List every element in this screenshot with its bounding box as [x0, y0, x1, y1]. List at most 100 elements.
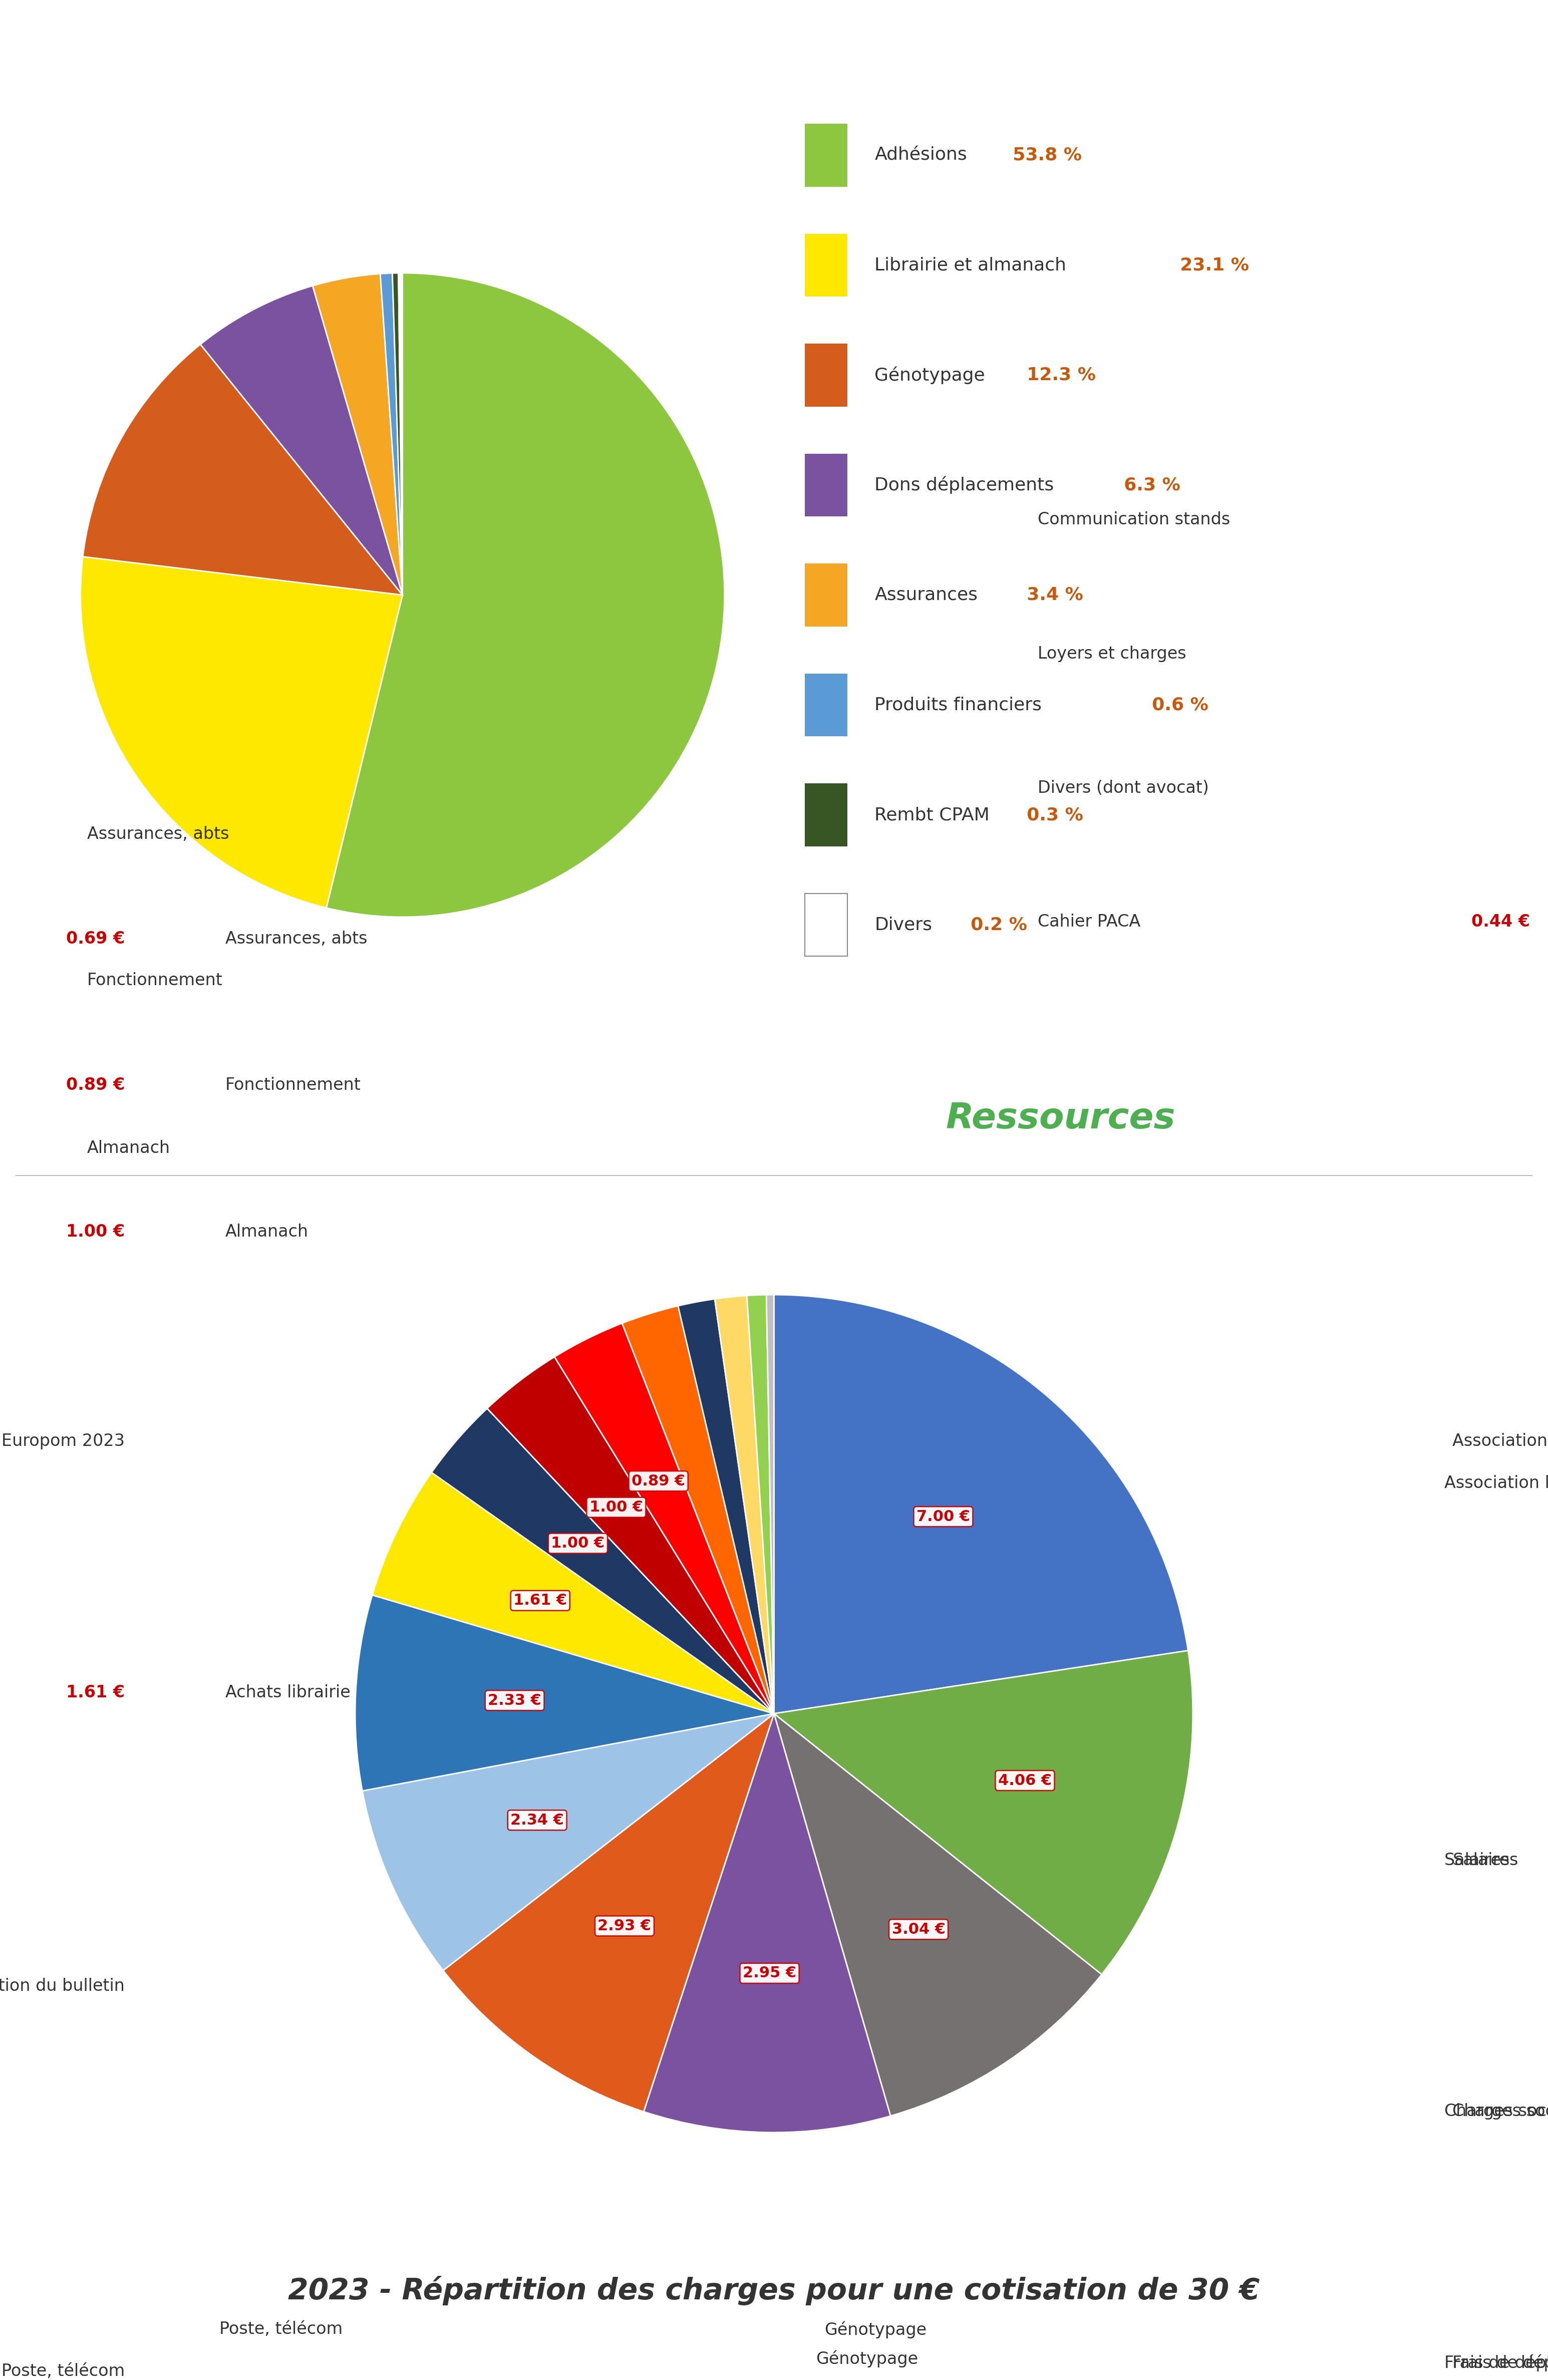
Text: Génotypage: Génotypage — [824, 2320, 927, 2337]
Text: 0.2 %: 0.2 % — [958, 916, 1028, 933]
Wedge shape — [327, 274, 724, 916]
Bar — [805, 455, 848, 516]
Bar — [15, 952, 67, 1009]
Text: 1.00 €: 1.00 € — [590, 1499, 642, 1514]
Wedge shape — [622, 1307, 774, 1714]
Text: 1.00 €: 1.00 € — [551, 1535, 605, 1552]
Wedge shape — [362, 1714, 774, 1971]
Text: 2.95 €: 2.95 € — [743, 1966, 796, 1980]
Text: Europom 2023: Europom 2023 — [2, 1433, 125, 1449]
Text: Dons déplacements: Dons déplacements — [875, 476, 1054, 495]
Bar — [963, 490, 1012, 550]
Text: 23.1 %: 23.1 % — [1167, 257, 1249, 274]
Text: 0.89 €: 0.89 € — [67, 1078, 125, 1092]
Bar — [167, 2332, 217, 2380]
Wedge shape — [774, 1652, 1194, 1975]
Wedge shape — [432, 1409, 774, 1714]
Bar — [805, 892, 848, 957]
Bar — [805, 564, 848, 626]
Text: 4.06 €: 4.06 € — [998, 1773, 1051, 1787]
Wedge shape — [354, 1595, 774, 1790]
Text: Poste, télécom: Poste, télécom — [220, 2320, 342, 2337]
Wedge shape — [398, 274, 402, 595]
Text: Ressources: Ressources — [946, 1102, 1175, 1135]
Wedge shape — [774, 1295, 1187, 1714]
Wedge shape — [715, 1295, 774, 1714]
Text: 0.6 %: 0.6 % — [1139, 697, 1209, 714]
Wedge shape — [678, 1299, 774, 1714]
Text: 53.8 %: 53.8 % — [1000, 148, 1082, 164]
Text: Salaires: Salaires — [1444, 1852, 1509, 1868]
Text: 0.3 %: 0.3 % — [1014, 807, 1084, 823]
Text: Librairie et almanach: Librairie et almanach — [875, 257, 1067, 274]
Bar — [150, 909, 200, 969]
Bar — [1373, 2082, 1423, 2142]
Text: 2.34 €: 2.34 € — [511, 1814, 563, 1828]
Text: 0.44 €: 0.44 € — [1472, 914, 1529, 931]
Text: 7.00 €: 7.00 € — [916, 1509, 971, 1523]
Bar — [805, 124, 848, 186]
Bar — [0, 1371, 8, 1428]
Wedge shape — [381, 274, 402, 595]
Bar — [805, 674, 848, 735]
Text: Rembt CPAM: Rembt CPAM — [875, 807, 989, 823]
Wedge shape — [766, 1295, 774, 1714]
Text: Fonctionnement: Fonctionnement — [87, 973, 223, 988]
Wedge shape — [774, 1714, 1102, 2116]
Text: Salaires: Salaires — [1452, 1852, 1519, 1868]
Bar — [749, 2354, 799, 2380]
Text: 6.3 %: 6.3 % — [1111, 476, 1181, 493]
Bar — [150, 1057, 200, 1114]
Text: 12.3 %: 12.3 % — [1014, 367, 1096, 383]
Text: Communication stands: Communication stands — [1037, 512, 1231, 528]
Wedge shape — [372, 1473, 774, 1714]
Text: 3.04 €: 3.04 € — [892, 1923, 946, 1937]
Wedge shape — [746, 1295, 774, 1714]
Text: Cahier PACA: Cahier PACA — [1037, 914, 1141, 931]
Text: 0.89 €: 0.89 € — [632, 1473, 686, 1488]
Bar — [963, 892, 1012, 952]
Bar — [1381, 2332, 1432, 2380]
Text: 2.33 €: 2.33 € — [488, 1692, 542, 1709]
Text: 2023 - Répartition des charges pour une cotisation de 30 €: 2023 - Répartition des charges pour une … — [288, 2275, 1260, 2306]
Bar — [1373, 1454, 1423, 1514]
Text: Génotypage: Génotypage — [875, 367, 985, 383]
Bar — [15, 804, 67, 864]
Bar — [146, 1956, 197, 2016]
Wedge shape — [80, 557, 402, 907]
Bar — [963, 624, 1012, 683]
Text: Génotypage: Génotypage — [816, 2351, 918, 2368]
Text: Assurances, abts: Assurances, abts — [226, 931, 367, 947]
Wedge shape — [488, 1357, 774, 1714]
Text: Divers: Divers — [875, 916, 932, 933]
Text: Poste, télécom: Poste, télécom — [2, 2363, 125, 2380]
Text: 1.61 €: 1.61 € — [514, 1592, 567, 1609]
Bar — [1381, 1411, 1432, 1471]
Text: Adhésions: Adhésions — [875, 148, 968, 164]
Bar — [368, 2354, 418, 2380]
Text: 3.4 %: 3.4 % — [1014, 585, 1084, 605]
Wedge shape — [554, 1323, 774, 1714]
Text: 1.61 €: 1.61 € — [67, 1685, 125, 1702]
Text: Association locale: Association locale — [1452, 1433, 1548, 1449]
Text: Produits financiers: Produits financiers — [875, 697, 1042, 714]
Text: 1.00 €: 1.00 € — [67, 1223, 125, 1240]
Bar — [15, 1119, 67, 1178]
Wedge shape — [392, 274, 402, 595]
Wedge shape — [200, 286, 402, 595]
Bar — [805, 233, 848, 298]
Wedge shape — [82, 345, 402, 595]
Bar — [805, 783, 848, 847]
Text: Frais de déplacements: Frais de déplacements — [1452, 2354, 1548, 2370]
Text: Assurances, abts: Assurances, abts — [87, 826, 229, 843]
Bar — [1373, 2332, 1423, 2380]
Bar — [749, 2320, 799, 2380]
Wedge shape — [443, 1714, 774, 2111]
Bar — [1381, 2082, 1432, 2142]
Text: Charges sociales: Charges sociales — [1452, 2104, 1548, 2121]
Text: Assurances: Assurances — [875, 585, 978, 605]
Bar — [963, 759, 1012, 816]
Text: Divers (dont avocat): Divers (dont avocat) — [1037, 781, 1209, 797]
Text: 2.93 €: 2.93 € — [598, 1918, 652, 1933]
Text: Charges sociales: Charges sociales — [1444, 2104, 1548, 2121]
